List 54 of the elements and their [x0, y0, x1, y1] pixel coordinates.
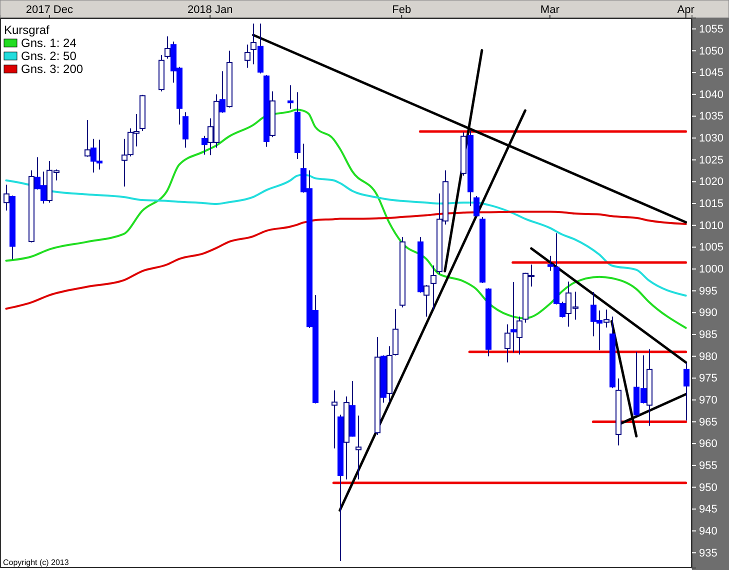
y-tick-label: 975: [699, 372, 718, 385]
y-tick-label: 1055: [699, 23, 724, 36]
candlestick: [504, 324, 510, 363]
y-tick-label: 1020: [699, 176, 724, 188]
candlestick: [356, 415, 362, 480]
line-series: [5, 108, 687, 329]
y-tick-label: 1035: [699, 110, 724, 123]
candlestick: [4, 184, 10, 211]
y-tick-label: 1010: [699, 220, 724, 232]
candlestick: [164, 36, 170, 60]
y-tick-label: 935: [699, 547, 718, 560]
candlestick: [84, 120, 90, 158]
candlestick: [244, 44, 250, 68]
legend-label: Gns. 3: 200: [21, 62, 84, 76]
x-tick-label: Apr: [677, 4, 695, 16]
y-tick-label: 960: [699, 438, 718, 450]
y-tick-label: 945: [699, 504, 718, 516]
y-tick-label: 995: [699, 285, 718, 298]
y-tick-label: 970: [699, 394, 718, 406]
candlestick: [182, 112, 188, 148]
legend-label: Gns. 1: 24: [21, 36, 77, 50]
y-tick-label: 1040: [699, 88, 724, 101]
x-tick-label: 2017 Dec: [26, 4, 74, 16]
candlestick: [332, 390, 338, 449]
y-tick-label: 965: [699, 416, 718, 428]
y-tick-label: 1000: [699, 264, 724, 276]
candlestick: [430, 265, 436, 310]
candlestick: [684, 362, 690, 421]
line-series: [5, 210, 687, 310]
candlestick: [516, 316, 522, 356]
y-tick-label: 990: [699, 307, 718, 320]
y-tick-label: 1025: [699, 154, 724, 166]
legend-title: Kursgraf: [4, 23, 50, 37]
legend-label: Gns. 2: 50: [21, 49, 77, 63]
y-tick-label: 1005: [699, 242, 724, 254]
y-tick-label: 1030: [699, 132, 724, 145]
line-series: [5, 174, 687, 297]
x-tick-label: Mar: [540, 4, 560, 16]
y-tick-label: 1050: [699, 45, 724, 58]
x-tick-label: 2018 Jan: [187, 4, 233, 16]
y-tick-label: 985: [699, 328, 718, 341]
y-tick-label: 955: [699, 460, 718, 472]
y-tick-label: 980: [699, 350, 718, 363]
candlestick: [474, 196, 480, 218]
candlestick: [424, 284, 430, 318]
x-tick-label: Feb: [392, 4, 412, 16]
candlestick: [604, 309, 610, 328]
y-tick-label: 1015: [699, 198, 724, 210]
candlestick: [250, 23, 256, 65]
y-tick-label: 940: [699, 525, 718, 538]
y-tick-label: 1045: [699, 67, 724, 80]
candlestick: [288, 84, 294, 110]
annotation: Copyright (c) 2013: [3, 558, 70, 567]
y-tick-label: 950: [699, 482, 718, 494]
